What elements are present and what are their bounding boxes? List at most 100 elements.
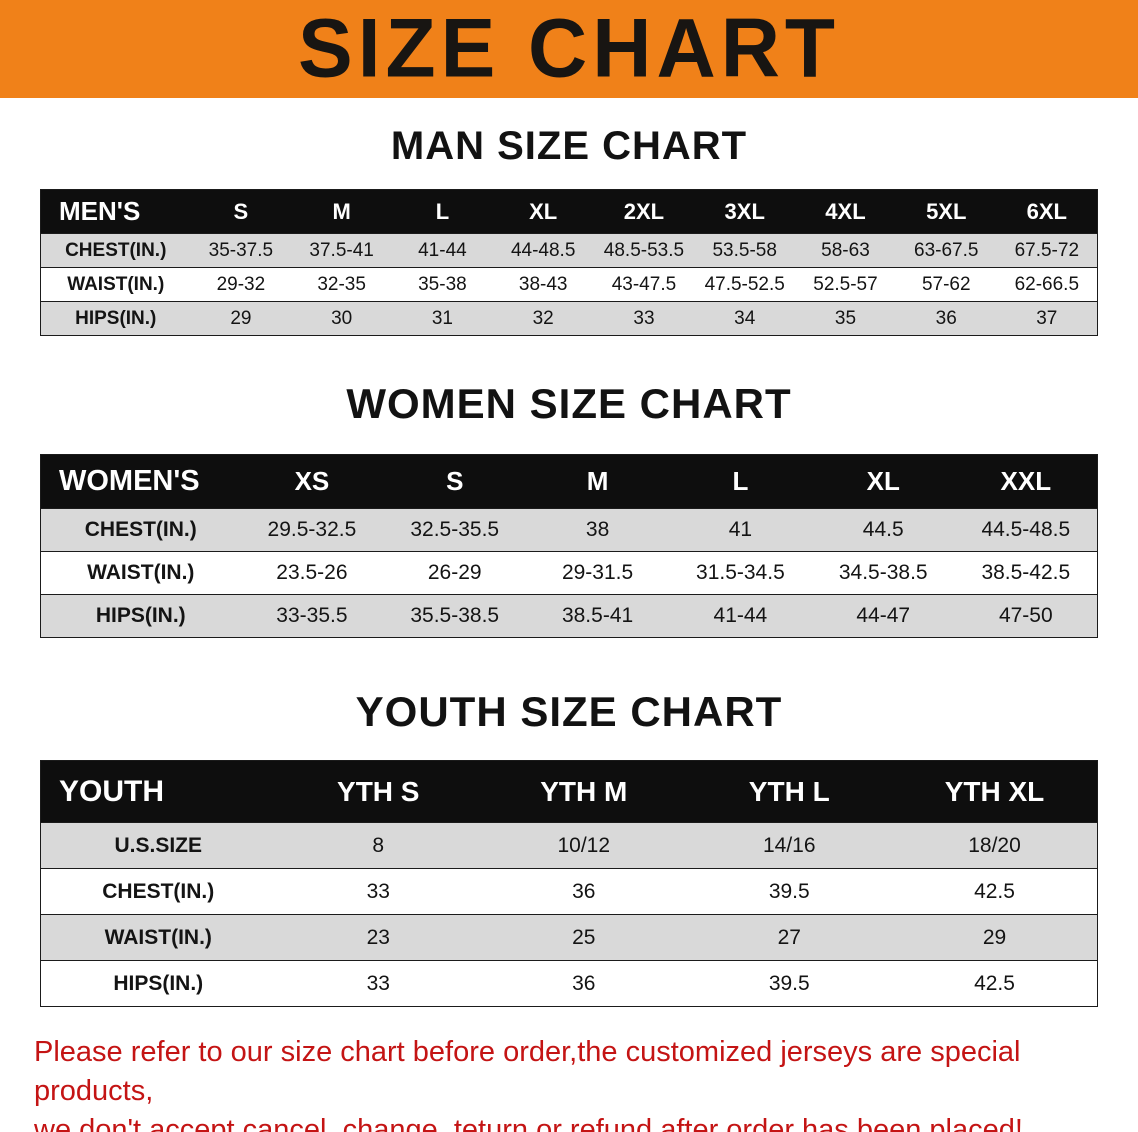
table-cell: 42.5 [974,879,1015,903]
table-row: U.S.SIZE 8 10/12 14/16 18/20 [40,822,1098,869]
row-label: WAIST(IN.) [67,273,165,295]
table-cell: 48.5-53.5 [603,239,685,261]
table-cell: 31 [431,307,453,329]
table-cell: 29-31.5 [561,561,634,584]
column-header: L [392,189,493,234]
table-cell: 33 [366,879,390,903]
table-cell: 44-48.5 [510,239,576,261]
column-header: 3XL [694,189,796,234]
table-cell: 29.5-32.5 [267,518,357,541]
row-label: U.S.SIZE [114,833,203,857]
table-cell: 23 [366,925,390,949]
table-cell: 47.5-52.5 [704,273,785,295]
table-header-row: WOMEN'S XS S M L XL XXL [40,454,1098,509]
table-cell: 29 [230,307,252,329]
table-cell: 38 [585,518,610,541]
column-header: YTH XL [892,760,1098,823]
table-cell: 23.5-26 [276,561,348,584]
column-header: 5XL [895,189,997,234]
table-cell: 39.5 [768,879,810,903]
column-header: L [668,454,812,509]
table-cell: 32.5-35.5 [410,518,500,541]
column-header: XXL [954,454,1098,509]
mens-size-table: MEN'S S M L XL 2XL 3XL 4XL 5XL 6XL CHEST(IN.) 35-37… [40,189,1098,336]
youth-size-heading: YOUTH SIZE CHART [355,688,783,735]
table-cell: 18/20 [968,833,1021,857]
column-header: S [190,189,292,234]
row-label: HIPS(IN.) [95,604,186,627]
table-cell: 58-63 [821,239,870,261]
table-cell: 33-35.5 [276,604,348,627]
table-cell: 42.5 [974,971,1015,995]
table-cell: 34.5-38.5 [838,561,928,584]
column-header: M [526,454,669,509]
disclaimer: Please refer to our size chart before or… [34,1033,1104,1132]
youth-size-table: YOUTH YTH S YTH M YTH L YTH XL U.S.SIZE 8 10/12… [40,760,1098,1007]
column-header: YTH S [275,760,481,823]
table-cell: 43-47.5 [611,273,677,295]
disclaimer-line-2: we don't accept cancel, change, teturn o… [34,1114,1023,1132]
table-title-cell: MEN'S [40,189,191,234]
table-row: CHEST(IN.) 33 36 39.5 42.5 [40,868,1098,915]
women-size-section: WOMEN SIZE CHART WOMEN'S XS S M L XL XXL CHEST(… [0,380,1138,638]
row-label: HIPS(IN.) [113,971,204,995]
table-cell: 44.5 [862,518,904,541]
table-cell: 26-29 [427,561,482,584]
table-cell: 44-47 [856,604,911,627]
table-cell: 38-43 [518,273,568,295]
table-cell: 34 [734,307,756,329]
row-label: CHEST(IN.) [84,518,197,541]
man-size-section: MAN SIZE CHART MEN'S S M L XL 2XL 3XL 4XL 5XL 6XL… [0,124,1138,336]
column-header: XS [240,454,384,509]
row-label: CHEST(IN.) [65,239,167,261]
column-header: XL [492,189,594,234]
table-row: WAIST(IN.) 23 25 27 29 [40,914,1098,961]
table-cell: 35.5-38.5 [410,604,500,627]
table-cell: 33 [366,971,390,995]
women-size-heading: WOMEN SIZE CHART [346,380,792,427]
table-cell: 62-66.5 [1014,273,1080,295]
table-row: WAIST(IN.) 23.5-26 26-29 29-31.5 31.5-34.5 34… [40,551,1098,595]
table-cell: 38.5-42.5 [981,561,1071,584]
table-cell: 29 [982,925,1007,949]
table-cell: 30 [331,307,353,329]
row-label: HIPS(IN.) [75,307,157,329]
table-cell: 32-35 [317,273,366,295]
column-header: M [291,189,393,234]
table-cell: 25 [572,925,596,949]
table-cell: 10/12 [557,833,611,857]
table-cell: 35 [834,307,857,329]
table-cell: 33 [633,307,655,329]
table-title-cell: YOUTH [40,760,276,823]
table-cell: 63-67.5 [914,239,979,261]
womens-size-table: WOMEN'S XS S M L XL XXL CHEST(IN.) 29.5-32.5 32.5… [40,454,1098,638]
table-cell: 32 [532,307,554,329]
disclaimer-line-1: Please refer to our size chart before or… [34,1036,1021,1107]
size-chart-banner: SIZE CHART [0,0,1138,98]
table-cell: 47-50 [998,604,1053,627]
table-cell: 8 [372,833,385,857]
table-row: HIPS(IN.) 33-35.5 35.5-38.5 38.5-41 41-44 44-… [40,594,1098,638]
column-header: YTH L [686,760,892,823]
table-cell: 36 [935,307,957,329]
table-cell: 41-44 [418,239,467,261]
table-cell: 53.5-58 [712,239,777,261]
row-label: CHEST(IN.) [102,879,215,903]
table-cell: 67.5-72 [1014,239,1080,261]
row-label: WAIST(IN.) [104,925,212,949]
column-header: XL [811,454,955,509]
table-row: HIPS(IN.) 29 30 31 32 33 34 35 36 37 [40,301,1098,336]
table-cell: 38.5-41 [561,604,634,627]
table-cell: 57-62 [921,273,971,295]
table-row: HIPS(IN.) 33 36 39.5 42.5 [40,960,1098,1007]
table-row: WAIST(IN.) 29-32 32-35 35-38 38-43 43-47.5 47.… [40,267,1098,302]
column-header: YTH M [481,760,687,823]
table-cell: 29-32 [216,273,266,295]
table-cell: 37 [1036,307,1058,329]
banner-title: SIZE CHART [298,2,840,95]
table-header-row: YOUTH YTH S YTH M YTH L YTH XL [40,760,1098,823]
table-header-row: MEN'S S M L XL 2XL 3XL 4XL 5XL 6XL [40,189,1098,234]
table-cell: 37.5-41 [309,239,374,261]
table-row: CHEST(IN.) 35-37.5 37.5-41 41-44 44-48.5 48.5… [40,233,1098,268]
table-cell: 52.5-57 [813,273,878,295]
